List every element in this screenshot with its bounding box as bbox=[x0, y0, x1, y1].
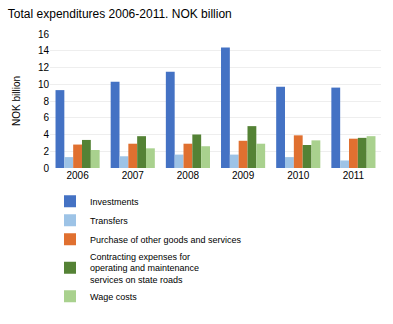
svg-text:0: 0 bbox=[43, 163, 49, 174]
svg-text:6: 6 bbox=[43, 112, 49, 123]
svg-text:Total expenditures 2006-2011.: Total expenditures 2006-2011. NOK billio… bbox=[8, 7, 232, 21]
svg-text:8: 8 bbox=[43, 96, 49, 107]
svg-text:4: 4 bbox=[43, 129, 49, 140]
svg-text:Wage costs: Wage costs bbox=[90, 292, 137, 302]
svg-text:12: 12 bbox=[38, 62, 50, 73]
svg-text:16: 16 bbox=[38, 29, 50, 40]
svg-text:2: 2 bbox=[43, 146, 49, 157]
svg-text:Investments: Investments bbox=[90, 197, 139, 207]
svg-text:NOK billion: NOK billion bbox=[11, 76, 22, 126]
svg-text:2010: 2010 bbox=[287, 170, 310, 181]
svg-text:Transfers: Transfers bbox=[90, 216, 128, 226]
svg-text:10: 10 bbox=[38, 79, 50, 90]
svg-text:Contracting expenses foroperat: Contracting expenses foroperating and ma… bbox=[90, 252, 199, 285]
svg-text:2008: 2008 bbox=[177, 170, 200, 181]
svg-text:2011: 2011 bbox=[343, 170, 365, 181]
svg-text:Purchase of other goods and se: Purchase of other goods and services bbox=[90, 235, 242, 245]
svg-text:2007: 2007 bbox=[122, 170, 145, 181]
svg-text:2006: 2006 bbox=[66, 170, 89, 181]
svg-text:14: 14 bbox=[38, 45, 50, 56]
svg-text:2009: 2009 bbox=[232, 170, 255, 181]
